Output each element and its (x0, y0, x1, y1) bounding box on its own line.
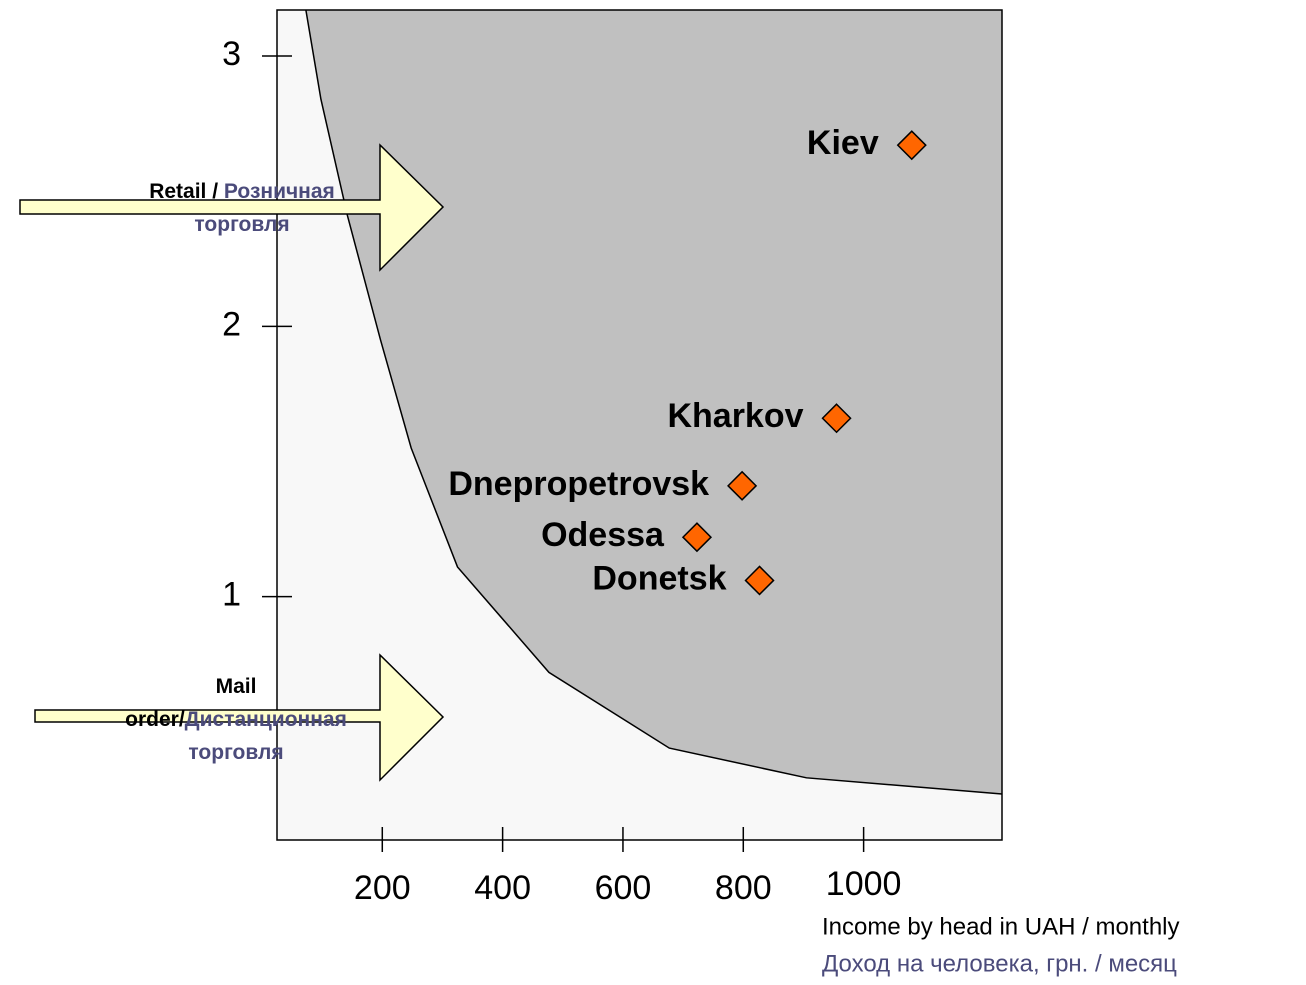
mail-arrow (34, 653, 445, 782)
x-tick-label: 400 (474, 869, 531, 907)
x-tick-label: 600 (595, 869, 652, 907)
point (681, 522, 713, 553)
x-axis-label: Income by head in UAH / monthly (822, 913, 1180, 940)
y-tick-label: 3 (222, 35, 241, 73)
point (744, 565, 775, 596)
point-label: Kharkov (667, 397, 803, 435)
annotation-part: Mail (216, 675, 257, 698)
annotation-part: order/ (125, 708, 185, 731)
boundary-line (305, 9, 1003, 795)
point (821, 403, 852, 434)
overlay: Income by head in UAH / monthly Доход на … (125, 180, 1179, 978)
annotation: Retail / Розничная (149, 180, 335, 203)
annotation-part: Дистанционная (185, 708, 347, 731)
annotation: торговля (194, 213, 289, 236)
point (896, 130, 927, 161)
annotation: Mail (216, 675, 257, 698)
x-tick-label: 200 (354, 869, 411, 907)
annotation-part: Retail / (149, 180, 224, 203)
point-label: Donetsk (592, 559, 726, 597)
point-label: Kiev (807, 124, 879, 162)
plot-frame (276, 9, 1003, 841)
point-label: Odessa (541, 516, 665, 554)
annotation-part: Розничная (224, 180, 335, 203)
retail-arrow (19, 143, 445, 272)
point (727, 470, 758, 501)
region-fill (305, 10, 1003, 795)
plot: 200 400 600 800 1000 1 2 3 Kiev Kharkov Dnepropetr… (222, 9, 1003, 907)
y-tick-label: 2 (222, 305, 241, 343)
annotation: order/Дистанционная (125, 708, 347, 731)
x-axis-label: Доход на человека, грн. / месяц (822, 950, 1177, 977)
annotation: торговля (188, 741, 283, 764)
x-tick-label: 800 (715, 869, 772, 907)
x-tick-label: 1000 (826, 865, 902, 903)
annotation-part: торговля (188, 741, 283, 764)
point-label: Dnepropetrovsk (448, 465, 709, 503)
y-tick-label: 1 (222, 576, 241, 614)
annotation-part: торговля (194, 213, 289, 236)
